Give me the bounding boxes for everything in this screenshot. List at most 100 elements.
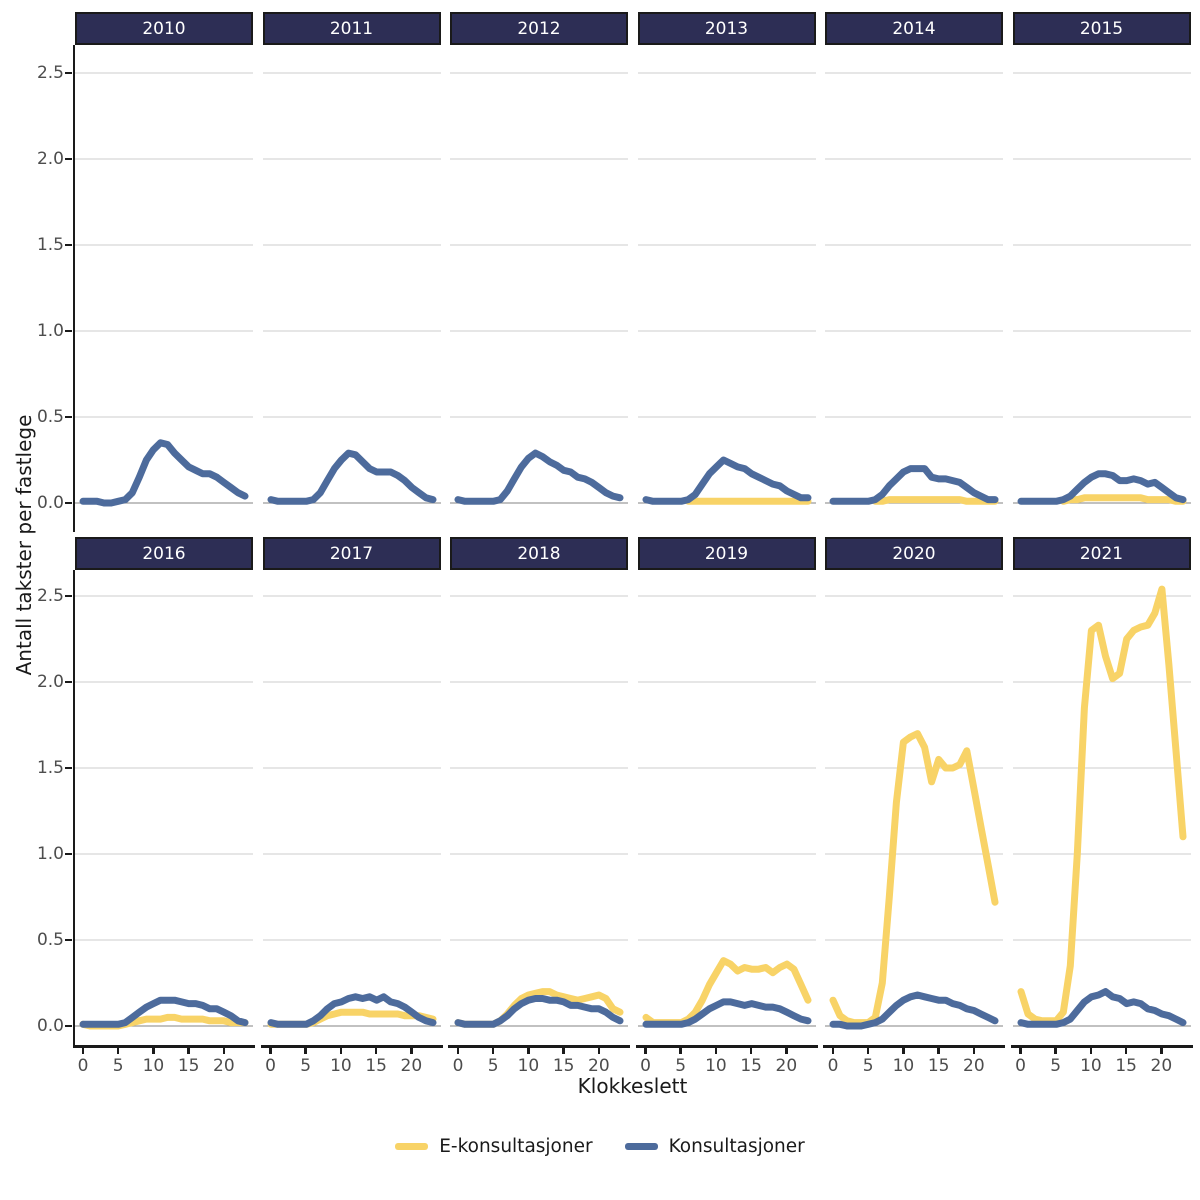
x-tick-label: 0 [1015, 1056, 1026, 1076]
x-tick-mark [410, 1047, 413, 1054]
facet-panel-2014 [825, 72, 1003, 505]
facet-panel-2012 [450, 72, 628, 505]
x-tick-mark [304, 1047, 307, 1054]
y-tick-mark [65, 766, 72, 770]
x-tick-mark [679, 1047, 682, 1054]
x-tick-mark [269, 1047, 272, 1054]
x-tick-mark [831, 1047, 835, 1054]
line-konsultasjoner-2011 [267, 449, 436, 505]
x-axis-line [260, 1045, 443, 1048]
x-tick-label: 0 [827, 1056, 839, 1076]
y-tick-label: 2.5 [36, 63, 64, 83]
x-tick-mark [785, 1047, 788, 1054]
y-tick-label: 2.0 [36, 149, 64, 169]
line-e_konsultasjoner-2014 [871, 496, 999, 505]
facet-panel-2021 [1012, 585, 1191, 1028]
x-tick-label: 15 [927, 1056, 950, 1076]
x-tick-label: 0 [77, 1056, 89, 1076]
x-axis-title: Klokkeslett [577, 1074, 688, 1098]
legend-key-konsultasjoner: Konsultasjoner [624, 1136, 805, 1157]
line-konsultasjoner-2013 [642, 456, 811, 505]
facet-strip-2014: 2014 [825, 12, 1003, 45]
y-tick-label: 1.5 [36, 758, 64, 778]
line-e_konsultasjoner-2020 [829, 730, 999, 1027]
line-konsultasjoner-2017 [267, 993, 436, 1028]
x-axis-line [635, 1045, 818, 1048]
facet-panel-2013 [637, 72, 816, 505]
line-konsultasjoner-2018 [454, 995, 624, 1028]
x-tick-mark [749, 1047, 753, 1054]
facet-strip-2012: 2012 [450, 12, 628, 45]
x-tick-mark [972, 1047, 976, 1054]
legend-label-e-konsultasjoner: E-konsultasjoner [439, 1136, 593, 1157]
y-tick-mark [65, 329, 72, 333]
facet-panel-2010 [75, 72, 253, 507]
facet-panel-2019 [637, 595, 816, 1028]
x-tick-mark [222, 1047, 226, 1054]
x-tick-label: 5 [1050, 1056, 1062, 1076]
y-tick-label: 1.0 [36, 321, 64, 341]
facet-strip-2021: 2021 [1012, 537, 1191, 570]
x-tick-label: 20 [1150, 1056, 1173, 1076]
y-axis-line [72, 570, 75, 1045]
facet-panel-2018 [450, 595, 628, 1028]
x-tick-label: 10 [1080, 1056, 1102, 1076]
y-tick-mark [65, 243, 72, 247]
facet-strip-2019: 2019 [637, 537, 816, 570]
x-tick-mark [374, 1047, 378, 1054]
x-tick-mark [714, 1047, 718, 1054]
x-axis-line [1010, 1045, 1193, 1048]
facet-strip-2011: 2011 [262, 12, 441, 45]
y-tick-mark [65, 594, 72, 598]
facet-strip-2016: 2016 [75, 537, 253, 570]
line-konsultasjoner-2010 [79, 439, 249, 507]
x-tick-label: 5 [675, 1056, 687, 1076]
x-tick-label: 10 [517, 1056, 540, 1076]
x-tick-label: 15 [740, 1056, 762, 1076]
x-axis-line [823, 1045, 1005, 1048]
x-tick-label: 5 [862, 1056, 874, 1076]
x-tick-mark [902, 1047, 905, 1054]
x-tick-label: 0 [265, 1056, 276, 1076]
facet-strip-2018: 2018 [450, 537, 628, 570]
line-konsultasjoner-2014 [829, 465, 999, 505]
y-tick-label: 2.0 [36, 672, 64, 692]
x-tick-mark [527, 1047, 530, 1054]
x-tick-label: 15 [552, 1056, 575, 1076]
y-tick-mark [65, 501, 72, 505]
facet-panel-2011 [262, 72, 441, 505]
y-tick-label: 0.0 [36, 1016, 64, 1036]
x-tick-label: 20 [213, 1056, 235, 1076]
line-konsultasjoner-2012 [454, 449, 624, 505]
y-tick-mark [65, 157, 72, 161]
legend-key-e-konsultasjoner: E-konsultasjoner [395, 1136, 593, 1157]
x-axis-line [448, 1045, 630, 1048]
y-tick-label: 1.5 [36, 235, 64, 255]
y-tick-mark [65, 1024, 72, 1028]
x-tick-mark [1019, 1047, 1022, 1054]
facet-panel-2016 [75, 595, 253, 1030]
x-tick-label: 10 [705, 1056, 727, 1076]
x-tick-mark [1124, 1047, 1128, 1054]
x-tick-mark [866, 1047, 870, 1054]
x-tick-mark [187, 1047, 190, 1054]
line-konsultasjoner-2019 [642, 998, 811, 1028]
line-konsultasjoner-2015 [1017, 470, 1186, 505]
konsultasjoner-line-swatch [624, 1143, 658, 1150]
x-tick-label: 20 [775, 1056, 798, 1076]
x-tick-mark [491, 1047, 495, 1054]
e-konsultasjoner-line-swatch [395, 1143, 429, 1150]
x-tick-mark [937, 1047, 940, 1054]
y-axis-line [72, 45, 75, 532]
y-axis-title: Antall takster per fastlege [12, 414, 36, 676]
facet-strip-2015: 2015 [1012, 12, 1191, 45]
line-konsultasjoner-2016 [79, 996, 249, 1028]
line-e_konsultasjoner-2015 [1059, 494, 1186, 505]
facet-strip-2020: 2020 [825, 537, 1003, 570]
y-tick-label: 0.0 [36, 493, 64, 513]
line-konsultasjoner-2021 [1017, 988, 1186, 1028]
x-tick-label: 20 [588, 1056, 610, 1076]
x-tick-mark [1054, 1047, 1057, 1054]
y-tick-mark [65, 71, 72, 75]
x-tick-label: 0 [452, 1056, 464, 1076]
